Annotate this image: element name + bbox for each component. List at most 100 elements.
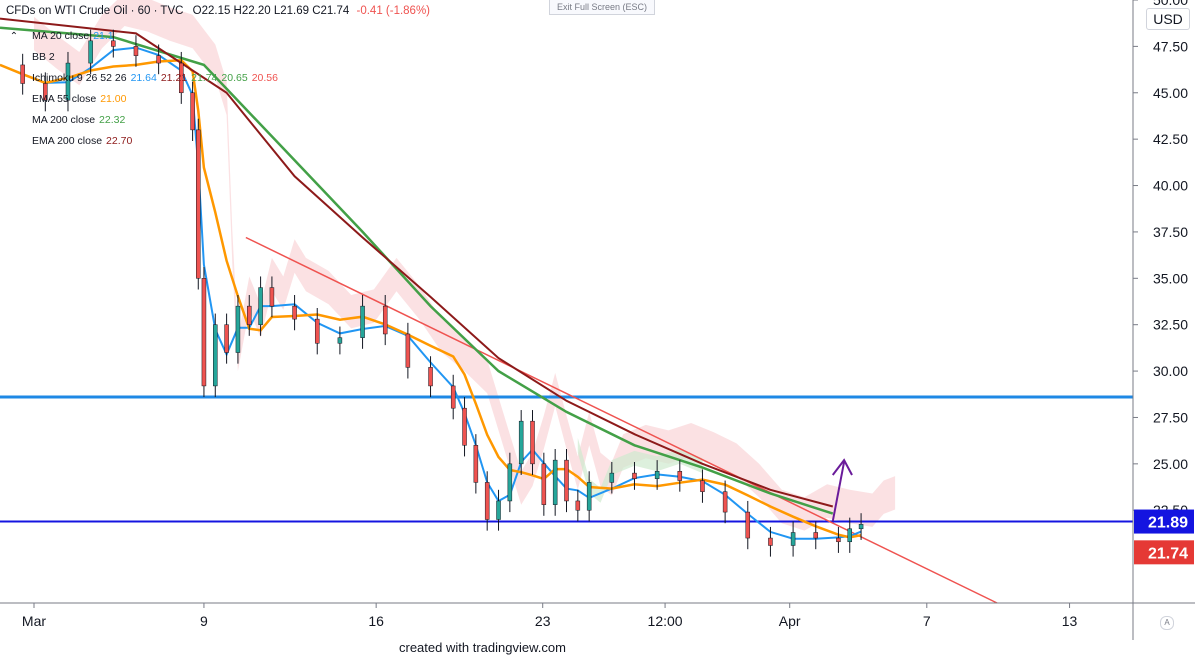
candle-body <box>235 305 241 353</box>
candle-body <box>541 463 547 505</box>
candle-body <box>654 471 660 479</box>
indicator-row[interactable]: MA 20 close 21.1 <box>32 30 114 42</box>
horizontal-lines <box>0 395 1133 523</box>
indicator-value: 22.70 <box>106 135 133 147</box>
ohlc-values: O22.15 H22.20 L21.69 C21.74 <box>192 5 350 17</box>
indicator-label: Ichimoku 9 26 52 26 <box>32 72 127 84</box>
indicator-value: 22.32 <box>99 114 126 126</box>
candle-body <box>428 367 433 387</box>
auto-scale-button[interactable]: A <box>1160 616 1174 630</box>
price-label: 21.89 <box>1148 515 1188 532</box>
candle-body <box>836 537 841 543</box>
indicator-value: 20.65 <box>221 72 248 84</box>
candle-body <box>179 62 184 94</box>
exit-fullscreen-button[interactable]: Exit Full Screen (ESC) <box>549 0 655 15</box>
indicator-value: 21.21 <box>160 72 188 84</box>
y-tick-label: 37.50 <box>1153 224 1188 240</box>
candle-body <box>450 385 456 409</box>
indicator-value: 21.1 <box>93 30 114 42</box>
y-tick-label: 45.00 <box>1153 85 1188 101</box>
price-label-bg <box>1134 509 1194 534</box>
chevron-up-icon[interactable]: ⌃ <box>9 31 19 42</box>
candle-body <box>858 524 864 530</box>
descending-trendline <box>245 236 998 604</box>
up-arrow <box>831 458 853 522</box>
candle-body <box>745 511 751 539</box>
candle-body <box>677 471 683 481</box>
indicator-row[interactable]: EMA 55 close 21.00 <box>32 93 126 105</box>
indicator-label: MA 20 close <box>32 30 90 42</box>
y-tick-label: 42.50 <box>1153 131 1188 147</box>
candle-body <box>43 83 48 101</box>
candle-body <box>790 532 796 546</box>
candle-body <box>213 324 218 387</box>
candle-body <box>700 480 705 492</box>
candle-body <box>314 318 320 344</box>
candle-body <box>473 445 479 483</box>
symbol-name: CFDs on WTI Crude Oil · 60 · TVC <box>6 5 184 17</box>
candle-body <box>247 305 252 325</box>
indicator-label: MA 200 close <box>32 114 96 126</box>
candle-body <box>564 459 569 502</box>
indicator-value: 21.00 <box>100 93 127 105</box>
candle-body <box>111 40 116 47</box>
indicator-row[interactable]: EMA 200 close 22.70 <box>32 135 132 147</box>
candle-body <box>552 459 558 505</box>
candle-body <box>360 305 365 338</box>
arrow-shaft <box>831 461 846 522</box>
indicator-label: BB 2 <box>32 51 55 63</box>
y-tick-label: 47.50 <box>1153 38 1188 54</box>
candle-body <box>632 472 637 479</box>
indicator-row[interactable]: BB 2 <box>32 51 55 63</box>
y-tick-label: 50.00 <box>1153 0 1188 8</box>
candle-body <box>269 287 275 307</box>
candle-body <box>201 278 207 387</box>
arrow-head <box>831 458 853 476</box>
indicator-value: 21.74 <box>191 72 218 84</box>
symbol-legend: CFDs on WTI Crude Oil · 60 · TVC O22.15 … <box>6 5 430 17</box>
indicator-label: EMA 55 close <box>32 93 97 105</box>
x-tick-label: 23 <box>535 613 551 629</box>
x-tick-label: 12:00 <box>648 613 683 629</box>
candle-body <box>768 537 773 546</box>
candle-body <box>507 463 513 502</box>
ema200-line <box>0 17 834 508</box>
candle-body <box>258 287 263 325</box>
x-tick-label: Mar <box>22 613 46 629</box>
candle-body <box>847 528 852 543</box>
x-tick-label: 13 <box>1062 613 1078 629</box>
currency-label[interactable]: USD <box>1146 8 1190 30</box>
y-tick-label: 40.00 <box>1153 178 1188 194</box>
trendline <box>245 236 998 604</box>
indicator-lines <box>0 17 862 540</box>
indicator-value: 20.56 <box>251 72 278 84</box>
candle-body <box>530 420 535 465</box>
x-tick-label: 9 <box>200 613 208 629</box>
price-label: 21.74 <box>1148 545 1188 562</box>
candle-body <box>20 64 25 84</box>
candle-body <box>575 500 581 511</box>
indicator-label: EMA 200 close <box>32 135 103 147</box>
x-tick-label: 16 <box>368 613 384 629</box>
indicator-row[interactable]: MA 200 close 22.32 <box>32 114 125 126</box>
ichimoku-cloud <box>34 0 896 531</box>
x-tick-label: Apr <box>779 613 801 629</box>
candle-body <box>337 337 343 344</box>
candle-body <box>65 62 71 101</box>
indicator-value: 21.64 <box>130 72 157 84</box>
candle-body <box>609 472 615 483</box>
cloud-bullish <box>577 437 703 503</box>
candle-body <box>813 532 819 539</box>
x-tick-label: 7 <box>923 613 931 629</box>
candle-body <box>224 324 229 353</box>
indicator-row[interactable]: Ichimoku 9 26 52 26 21.64 21.21 21.74 20.65 2… <box>32 72 278 84</box>
candle-body <box>196 129 201 279</box>
ma200-line <box>0 26 834 515</box>
y-tick-label: 30.00 <box>1153 363 1188 379</box>
candle-body <box>722 491 728 513</box>
credit-text: created with tradingview.com <box>399 640 566 655</box>
y-tick-label: 27.50 <box>1153 409 1188 425</box>
candle-body <box>462 407 467 446</box>
candle-body <box>586 482 592 511</box>
